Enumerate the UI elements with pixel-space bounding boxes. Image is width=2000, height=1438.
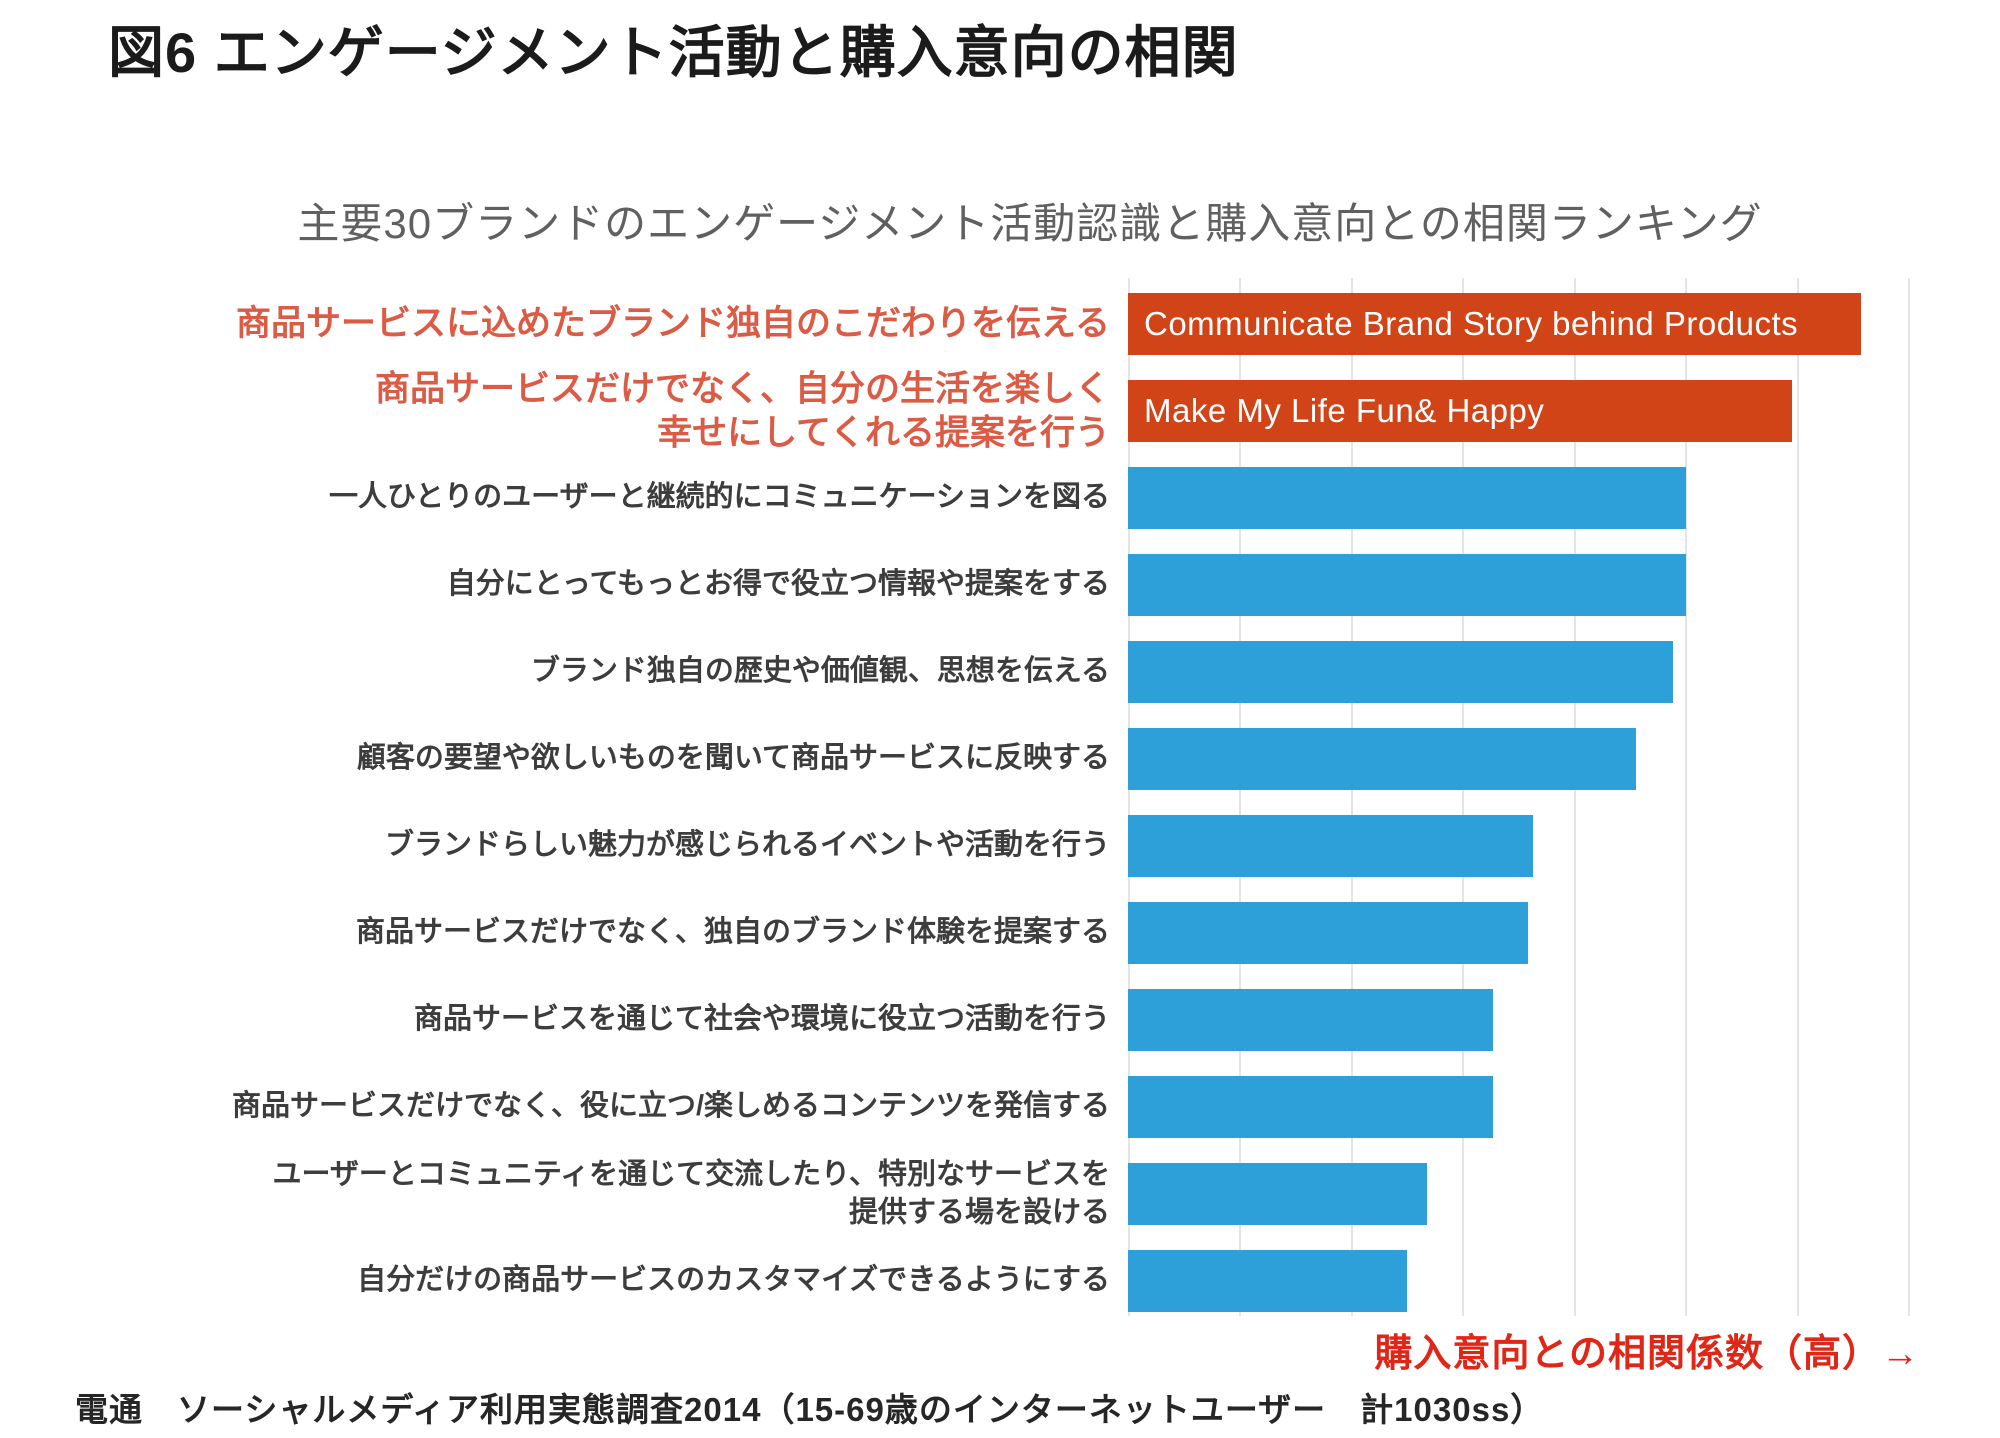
bar-label: 自分にとってもっとお得で役立つ情報や提案をする <box>446 568 1110 601</box>
bar-inner-text: Communicate Brand Story behind Products <box>1144 305 1799 342</box>
bar-label: 商品サービスだけでなく、自分の生活を楽しく 幸せにしてくれる提案を行う <box>374 369 1110 452</box>
chart-subtitle: 主要30ブランドのエンゲージメント活動認識と購入意向との相関ランキング <box>297 200 1763 247</box>
bar <box>1128 1163 1427 1225</box>
bar <box>1128 1250 1407 1312</box>
bar-label: 商品サービスだけでなく、役に立つ/楽しめるコンテンツを発信する <box>231 1090 1110 1123</box>
page-title: 図6 エンゲージメント活動と購入意向の相関 <box>108 21 1239 84</box>
bar <box>1128 728 1636 790</box>
gridline <box>1685 278 1688 1316</box>
bar <box>1128 641 1673 703</box>
highlight-bar: Make My Life Fun& Happy <box>1128 380 1792 442</box>
gridline <box>1796 278 1799 1316</box>
x-axis-caption: 購入意向との相関係数（高）→ <box>1374 1333 1920 1375</box>
gridline <box>1350 278 1353 1316</box>
highlight-bar: Communicate Brand Story behind Products <box>1128 293 1861 355</box>
gridline <box>1128 278 1130 1316</box>
bar <box>1128 815 1533 877</box>
bar-label: 商品サービスを通じて社会や環境に役立つ活動を行う <box>413 1003 1110 1036</box>
bar <box>1128 989 1493 1051</box>
gridline <box>1908 278 1910 1316</box>
gridline <box>1239 278 1242 1316</box>
bar-label: 顧客の要望や欲しいものを聞いて商品サービスに反映する <box>356 742 1110 775</box>
gridline <box>1462 278 1465 1316</box>
bar-label: ブランド独自の歴史や価値観、思想を伝える <box>530 655 1110 688</box>
bar-label: 商品サービスに込めたブランド独自のこだわりを伝える <box>236 304 1110 344</box>
gridline <box>1573 278 1576 1316</box>
bar <box>1128 902 1528 964</box>
bar-label: ユーザーとコミュニティを通じて交流したり、特別なサービスを 提供する場を設ける <box>272 1158 1110 1228</box>
source-note: 電通 ソーシャルメディア利用実態調査2014（15-69歳のインターネットユーザ… <box>75 1391 1545 1428</box>
bar-inner-text: Make My Life Fun& Happy <box>1144 392 1545 429</box>
bar <box>1128 1076 1493 1138</box>
bar-label: ブランドらしい魅力が感じられるイベントや活動を行う <box>384 829 1110 862</box>
bar <box>1128 467 1686 529</box>
bar <box>1128 554 1686 616</box>
bar-label: 自分だけの商品サービスのカスタマイズできるようにする <box>357 1264 1110 1297</box>
bar-label: 商品サービスだけでなく、独自のブランド体験を提案する <box>355 916 1110 949</box>
bar-label: 一人ひとりのユーザーと継続的にコミュニケーションを図る <box>329 481 1110 514</box>
